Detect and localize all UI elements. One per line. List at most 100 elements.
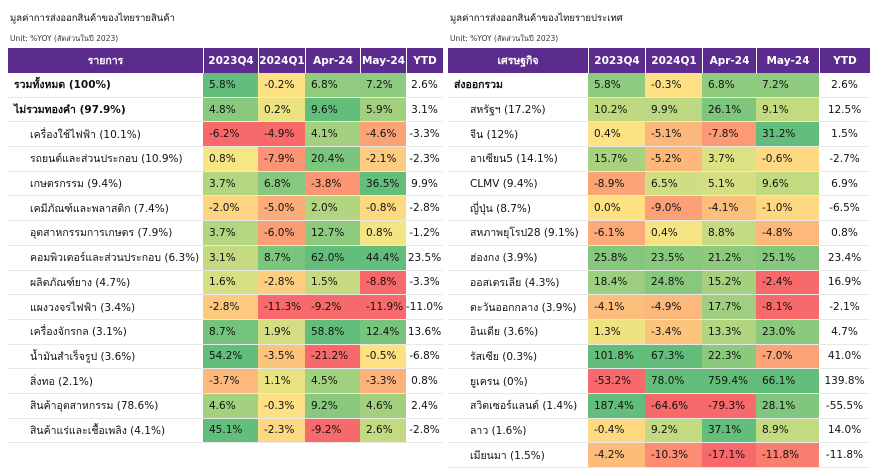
ytd-cell: -6.5% [829,202,860,215]
value-cell: 25.8% [588,245,645,270]
value-cell: -3.5% [258,344,305,369]
value-cell: 0.4% [588,122,645,147]
value-cell: 759.4% [702,369,756,393]
ytd-cell: 12.5% [827,103,862,116]
value-cell: 0.8% [360,221,406,245]
ytd-cell: -3.3% [409,128,440,141]
row-label: รถยนต์และส่วนประกอบ (10.9%) [30,153,183,166]
value-cell: 2.6% [360,418,406,443]
value-cell: 5.1% [702,171,756,196]
value-cell: 15.7% [588,147,645,171]
value-cell: 23.0% [756,319,819,344]
value-cell: -7.0% [756,344,819,369]
value-cell: -4.2% [588,443,645,467]
value-cell: 6.8% [258,171,305,196]
table-row: ผลิตภัณฑ์ยาง (4.7%) 1.6% -2.8% 1.5% -8.8% -3.… [8,270,443,296]
row-label: เครื่องใช้ไฟฟ้า (10.1%) [30,128,141,141]
value-cell: -79.3% [702,393,756,418]
row-label: ลาว (1.6%) [470,424,527,437]
row-label: ออสเตรเลีย (4.3%) [470,276,560,289]
value-cell: 21.2% [702,245,756,270]
row-label: อาเซียน5 (14.1%) [470,153,558,166]
value-cell: 45.1% [203,418,258,443]
row-label: สหภาพยุโรป28 (9.1%) [470,227,579,240]
column-header: รายการ [87,55,124,67]
value-cell: 24.8% [645,270,702,295]
value-cell: 20.4% [305,147,360,171]
value-cell: 6.5% [645,171,702,196]
column-header: 2023Q4 [203,48,258,73]
value-cell: 0.2% [258,97,305,122]
value-cell: -4.1% [702,196,756,221]
value-cell: -6.2% [203,122,258,147]
table-row: สหรัฐฯ (17.2%) 10.2% 9.9% 26.1% 9.1% 12.5% [448,97,870,123]
table-row: คอมพิวเตอร์และส่วนประกอบ (6.3%) 3.1% 8.7% 6… [8,245,443,271]
row-label: สินค้าอุตสาหกรรม (78.6%) [30,400,159,413]
ytd-cell: 2.6% [411,78,438,91]
row-label: สิ่งทอ (2.1%) [30,375,93,388]
table-row: ฮ่องกง (3.9%) 25.8% 23.5% 21.2% 25.1% 23.4% [448,245,870,271]
value-cell: 9.1% [756,97,819,122]
value-cell: -0.3% [645,73,702,97]
row-label: ญี่ปุ่น (8.7%) [470,202,531,215]
row-label: อินเดีย (3.6%) [470,326,539,339]
value-cell: 36.5% [360,171,406,196]
value-cell: -4.6% [360,122,406,147]
ytd-cell: -2.8% [409,202,440,215]
value-cell: 9.6% [756,171,819,196]
value-cell: -0.6% [756,147,819,171]
table-row: ไม่รวมทองคำ (97.9%) 4.8% 0.2% 9.6% 5.9% 3.1% [8,97,443,123]
value-cell: -10.3% [645,443,702,467]
value-cell: 28.1% [756,393,819,418]
ytd-cell: -2.8% [409,424,440,437]
value-cell: 37.1% [702,418,756,443]
ytd-cell: -2.7% [829,152,860,165]
value-cell: -3.3% [360,369,406,393]
table-row: สวิตเซอร์แลนด์ (1.4%) 187.4% -64.6% -79.3% 2… [448,393,870,419]
value-cell: 1.5% [305,270,360,295]
row-label: อุตสาหกรรมการเกษตร (7.9%) [30,227,173,240]
value-cell: 15.2% [702,270,756,295]
table-row: เคมีภัณฑ์และพลาสติก (7.4%) -2.0% -5.0% 2.0%… [8,196,443,222]
ytd-cell: 23.5% [407,251,442,264]
value-cell: 187.4% [588,393,645,418]
value-cell: 9.6% [305,97,360,122]
ytd-cell: 4.7% [831,325,858,338]
value-cell: 4.6% [360,393,406,418]
ytd-cell: 2.4% [411,399,438,412]
table-row: สินค้าแร่และเชื้อเพลิง (4.1%) 45.1% -2.3% -… [8,418,443,444]
value-cell: 66.1% [756,369,819,393]
value-cell: -4.9% [258,122,305,147]
value-cell: 6.8% [305,73,360,97]
ytd-cell: -6.8% [409,350,440,363]
value-cell: 4.1% [305,122,360,147]
value-cell: -11.8% [756,443,819,467]
value-cell: 8.7% [258,245,305,270]
value-cell: -6.0% [258,221,305,245]
row-label: รวมทั้งหมด (100%) [14,79,111,92]
value-cell: 8.8% [702,221,756,245]
value-cell: -3.8% [305,171,360,196]
value-cell: -9.2% [305,418,360,443]
ytd-cell: 0.8% [831,226,858,239]
panel-title: มูลค่าการส่งออกสินค้าของไทยรายประเทศ [450,13,623,24]
ytd-cell: 41.0% [827,350,862,363]
export-by-product-table: รายการ 2023Q4 2024Q1 Apr-24 May-24 YTD รวมทั้ง… [8,48,443,444]
value-cell: 3.7% [702,147,756,171]
value-cell: -2.8% [258,270,305,295]
ytd-cell: -2.1% [829,301,860,314]
row-label: แผงวงจรไฟฟ้า (3.4%) [30,301,136,314]
table-row: ลาว (1.6%) -0.4% 9.2% 37.1% 8.9% 14.0% [448,418,870,444]
value-cell: 13.3% [702,319,756,344]
table-row: เครื่องใช้ไฟฟ้า (10.1%) -6.2% -4.9% 4.1% -4.… [8,122,443,148]
value-cell: 67.3% [645,344,702,369]
table-row: ส่งออกรวม 5.8% -0.3% 6.8% 7.2% 2.6% [448,73,870,98]
ytd-cell: -11.8% [825,449,864,462]
column-header: เศรษฐกิจ [497,55,539,67]
ytd-cell: -55.5% [825,399,864,412]
table-row: เครื่องจักรกล (3.1%) 8.7% 1.9% 58.8% 12.4% 13… [8,319,443,345]
value-cell: -7.8% [702,122,756,147]
ytd-cell: 16.9% [827,276,862,289]
value-cell: -4.8% [756,221,819,245]
value-cell: -2.8% [203,295,258,319]
